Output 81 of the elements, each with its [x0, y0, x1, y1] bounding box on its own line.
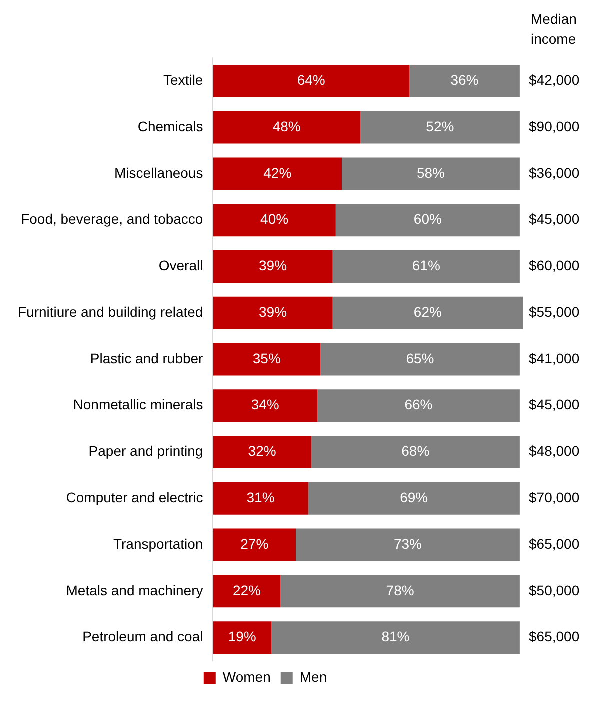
- bar: [213, 64, 410, 98]
- text: $55,000: [529, 304, 580, 320]
- data-label: 68%: [402, 443, 430, 460]
- data-label: 39%: [259, 304, 288, 320]
- data-label: 81%: [382, 628, 410, 645]
- data-label: 34%: [251, 396, 280, 413]
- data-label: 27%: [240, 536, 269, 552]
- text: $65,000: [529, 628, 580, 645]
- y-tick-label: Chemicals: [138, 118, 204, 134]
- bar: [213, 390, 318, 422]
- data-label: 36%: [450, 72, 479, 88]
- bar: [318, 390, 520, 422]
- data-label: 73%: [394, 536, 422, 552]
- bar: [213, 575, 281, 608]
- text: $65,000: [529, 536, 580, 552]
- bar: [360, 111, 520, 144]
- data-label: 19%: [228, 628, 256, 645]
- data-label: 48%: [272, 118, 301, 134]
- data-label: 60%: [414, 211, 442, 228]
- data-label: 31%: [246, 490, 275, 506]
- y-tick-label: Paper and printing: [88, 443, 204, 460]
- y-tick-label: Textile: [164, 72, 204, 88]
- bar: [296, 528, 520, 562]
- data-label: 42%: [264, 164, 292, 181]
- bar: [213, 111, 360, 144]
- text: $48,000: [529, 443, 580, 460]
- text: $50,000: [529, 582, 580, 598]
- bar: [213, 296, 333, 330]
- bar: [308, 482, 520, 515]
- data-label: 32%: [248, 443, 276, 460]
- y-tick-label: Computer and electric: [66, 490, 204, 506]
- bar: [336, 204, 520, 237]
- bar: [213, 528, 296, 562]
- bar: [213, 158, 342, 190]
- y-tick-label: Metals and machinery: [66, 582, 204, 598]
- text: $70,000: [529, 490, 580, 506]
- data-label: 39%: [259, 258, 288, 274]
- text: $45,000: [529, 396, 580, 413]
- bar: [213, 343, 321, 376]
- text: $45,000: [529, 211, 580, 228]
- legend-label: Men: [300, 668, 328, 685]
- bar: [320, 343, 520, 376]
- data-label: 65%: [406, 350, 434, 366]
- bar: [332, 250, 520, 283]
- text: $42,000: [529, 72, 580, 88]
- bar: [213, 204, 336, 237]
- bar: [213, 622, 272, 654]
- data-label: 58%: [416, 164, 446, 181]
- data-label: 61%: [412, 258, 440, 274]
- bar: [311, 436, 520, 469]
- y-tick-label: Petroleum and coal: [82, 628, 204, 645]
- text: $90,000: [529, 118, 580, 134]
- text: $41,000: [529, 350, 580, 366]
- y-tick-label: Food, beverage, and tobacco: [21, 211, 204, 228]
- data-label: 40%: [260, 211, 289, 228]
- bar: [280, 575, 520, 608]
- bar: [332, 296, 523, 330]
- bar: [213, 250, 333, 283]
- data-label: 64%: [297, 72, 326, 88]
- bar: [342, 158, 520, 190]
- text: $36,000: [529, 164, 580, 181]
- data-label: 66%: [404, 396, 433, 413]
- legend-label: Women: [222, 668, 271, 685]
- y-tick-label: Furnitiure and building related: [18, 304, 204, 320]
- y-tick-label: Nonmetallic minerals: [73, 396, 204, 413]
- bar: [410, 64, 520, 98]
- y-tick-label: Miscellaneous: [114, 164, 204, 181]
- bar: [213, 482, 308, 515]
- data-label: 52%: [426, 118, 454, 134]
- data-label: 62%: [414, 304, 442, 320]
- data-label: 35%: [252, 350, 281, 366]
- data-label: 78%: [386, 582, 414, 598]
- data-label: 69%: [400, 490, 428, 506]
- text: $60,000: [529, 258, 580, 274]
- y-tick-label: Plastic and rubber: [90, 350, 204, 366]
- data-label: 22%: [232, 582, 261, 598]
- y-tick-label: Overall: [158, 258, 204, 274]
- bar: [213, 436, 312, 469]
- text: Median income: [531, 10, 577, 47]
- y-tick-label: Transportation: [113, 536, 204, 552]
- bar: [272, 622, 520, 654]
